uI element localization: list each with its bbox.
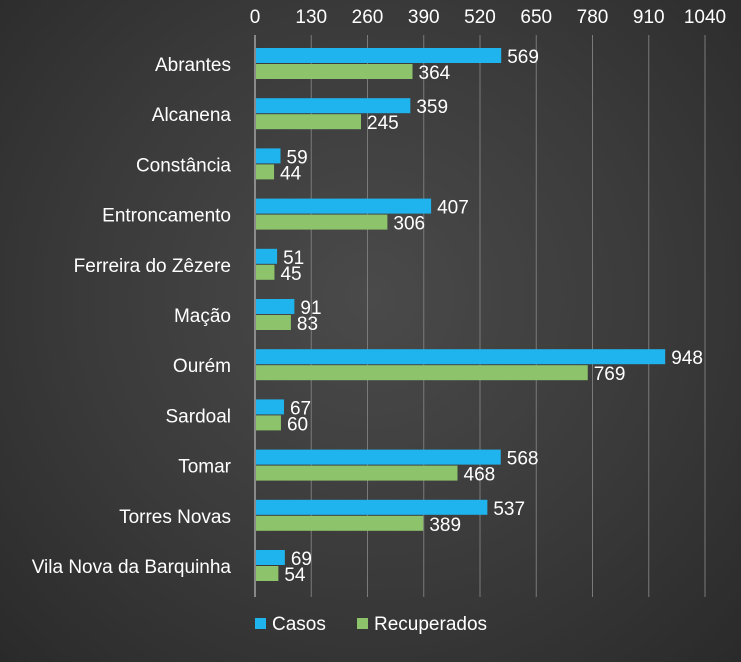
bar-recuperados: [256, 365, 588, 381]
bar-casos: [256, 449, 501, 465]
legend-swatch: [357, 618, 368, 629]
data-label: 306: [393, 214, 425, 235]
bar-casos: [256, 98, 411, 114]
legend-label: Casos: [272, 614, 326, 635]
bar-recuperados: [256, 64, 413, 79]
bar-casos: [256, 399, 284, 415]
bar-casos: [256, 248, 278, 264]
bar-recuperados: [256, 566, 279, 581]
bar-recuperados: [256, 315, 291, 330]
gridlines: [310, 35, 706, 597]
bar-recuperados: [256, 164, 275, 180]
bar-casos: [256, 499, 488, 515]
category-label: Torres Novas: [119, 507, 231, 528]
category-label: Mação: [174, 306, 231, 327]
category-label: Abrantes: [155, 55, 231, 76]
data-label: 389: [429, 515, 461, 536]
data-label: 91: [300, 298, 321, 319]
data-label: 60: [287, 414, 308, 435]
bar-casos: [256, 349, 666, 365]
category-label: Constância: [136, 155, 231, 176]
category-label: Ourém: [173, 356, 231, 377]
data-label: 45: [280, 264, 301, 285]
x-tick-label: 1040: [684, 7, 726, 28]
data-label: 407: [437, 198, 469, 219]
bar-casos: [256, 48, 502, 63]
data-label: 44: [280, 163, 302, 184]
bar-casos: [256, 148, 281, 164]
category-labels: Abrantes Alcanena Constância Entroncamento F…: [32, 55, 232, 578]
data-label: 569: [507, 47, 539, 68]
x-tick-label: 390: [408, 7, 440, 28]
data-label: 54: [284, 565, 306, 586]
category-label: Tomar: [178, 457, 231, 478]
x-axis-ticks: 0 130 260 390 520 650 780 910 1040: [250, 7, 726, 28]
data-label: 83: [297, 314, 318, 335]
data-label: 69: [291, 549, 312, 570]
bar-casos: [256, 550, 285, 565]
x-tick-label: 0: [250, 7, 261, 28]
x-tick-label: 910: [633, 7, 665, 28]
data-label: 245: [367, 113, 399, 134]
bar-casos: [256, 299, 295, 314]
data-label: 364: [419, 63, 451, 84]
bar-recuperados: [256, 214, 388, 230]
x-tick-label: 650: [520, 7, 552, 28]
category-label: Sardoal: [166, 406, 232, 427]
data-label: 568: [507, 449, 539, 470]
data-label: 769: [594, 364, 626, 385]
legend: Casos Recuperados: [255, 614, 487, 635]
data-label: 51: [283, 248, 304, 269]
category-label: Vila Nova da Barquinha: [32, 557, 232, 578]
data-label: 359: [416, 97, 448, 118]
data-label: 537: [493, 499, 525, 520]
x-tick-label: 780: [577, 7, 609, 28]
category-label: Entroncamento: [102, 206, 231, 227]
data-label: 59: [287, 147, 308, 168]
category-label: Alcanena: [152, 105, 232, 126]
data-label: 67: [290, 398, 311, 419]
x-tick-label: 130: [295, 7, 327, 28]
bar-recuperados: [256, 515, 424, 531]
data-label: 948: [671, 348, 703, 369]
bar-recuperados: [256, 415, 281, 431]
x-tick-label: 520: [464, 7, 496, 28]
data-label: 468: [464, 465, 496, 486]
category-label: Ferreira do Zêzere: [74, 256, 231, 277]
bar-casos: [256, 198, 432, 214]
legend-swatch: [255, 618, 266, 629]
bar-recuperados: [256, 264, 275, 280]
bars: [256, 48, 666, 581]
x-tick-label: 260: [352, 7, 384, 28]
bar-recuperados: [256, 465, 458, 481]
bar-recuperados: [256, 114, 362, 130]
legend-label: Recuperados: [374, 614, 487, 635]
